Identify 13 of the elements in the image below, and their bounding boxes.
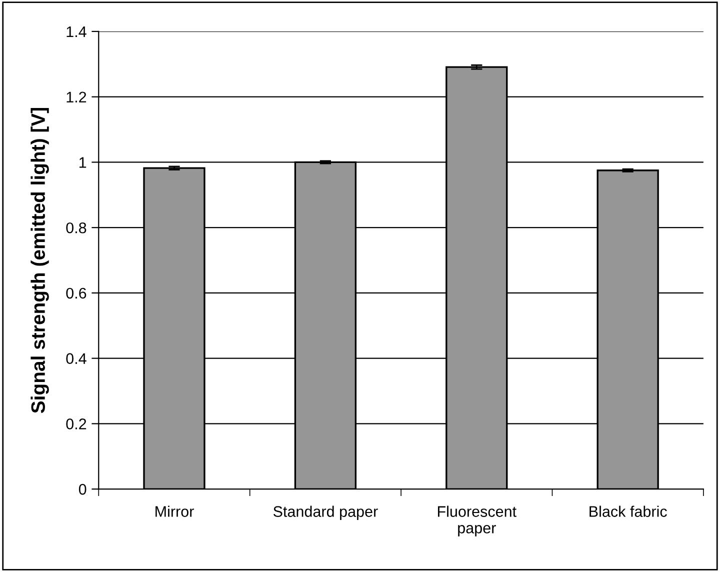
y-tick-label: 0 [78,484,86,495]
y-tick-label: 0.2 [66,418,86,430]
y-axis-title: Signal strength (emitted light) [V] [30,108,49,414]
y-tick-label: 0.4 [66,353,86,364]
x-tick-label: Mirror [156,506,194,517]
y-tick-label: 1.4 [66,26,86,37]
y-tick-label: 1 [80,157,86,168]
x-tick-label: Standard paper [273,506,378,520]
y-tick-label: 1.2 [66,92,86,102]
x-tick-label: Fluorescent paper [438,506,516,536]
x-tick-label: Black fabric [590,506,667,517]
y-tick-label: 0.8 [66,222,86,234]
y-tick-label: 0.6 [66,288,86,299]
